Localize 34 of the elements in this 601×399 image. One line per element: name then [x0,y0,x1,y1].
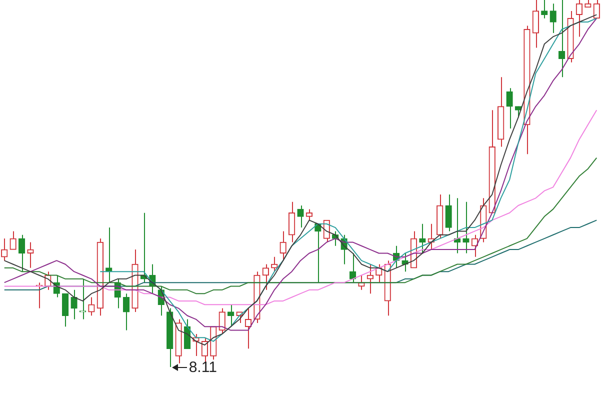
candlestick [262,264,269,290]
candlestick [1,238,8,262]
candlestick [18,234,26,272]
candlestick [576,0,583,38]
candlestick [366,264,374,294]
candlestick [419,223,426,254]
candlestick [541,0,548,19]
candlestick [88,296,95,316]
candlestick [280,230,286,262]
candlestick [402,252,408,272]
candlestick [558,0,566,78]
candlestick [454,198,461,254]
candlestick [349,252,356,284]
candlestick [471,234,478,258]
candlestick [550,3,556,34]
candlestick [532,0,540,48]
annotation: 8.11 [188,358,217,376]
candlestick [462,201,470,254]
candlestick [593,0,600,19]
candlestick [122,293,130,331]
candlestick [79,278,86,320]
candlestick [244,308,252,350]
candlestick [10,230,16,250]
candlestick [27,242,34,268]
candlestick [218,308,226,334]
candlestick [227,304,234,328]
candlestick [506,88,513,129]
candlestick [62,293,69,328]
candlestick [297,205,304,228]
candlestick [306,208,313,221]
candlestick [106,227,112,284]
candlestick [288,201,296,243]
candlestick [70,289,78,320]
candlestick [445,194,452,232]
